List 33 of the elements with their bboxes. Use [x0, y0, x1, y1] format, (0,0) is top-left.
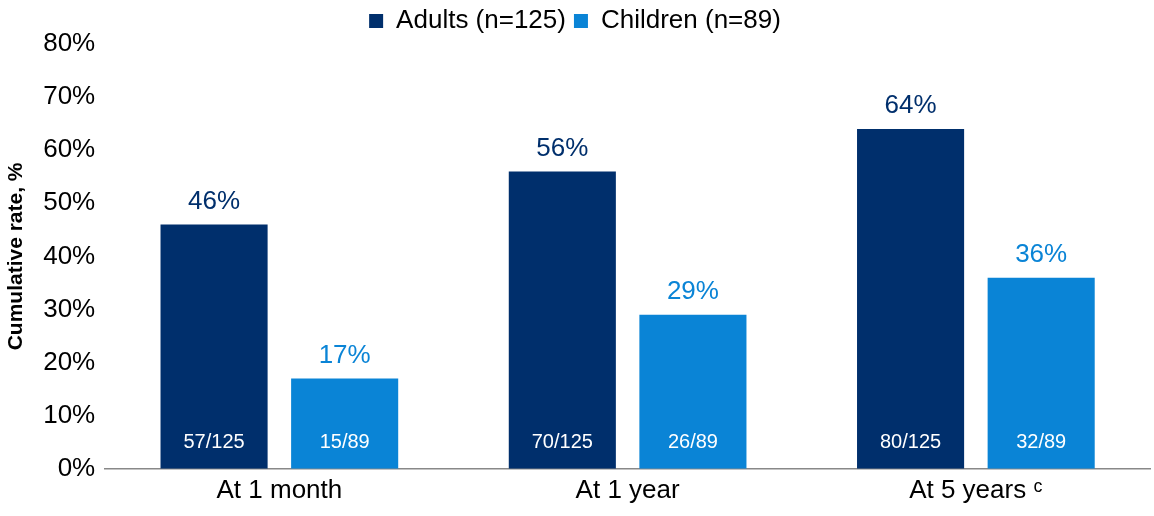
- y-tick-label: 70%: [43, 80, 96, 111]
- data-label: 64%: [884, 89, 937, 120]
- annotation: 32/89: [1016, 430, 1067, 453]
- bar: [160, 224, 268, 469]
- y-tick-label: 60%: [43, 133, 96, 164]
- data-label: 29%: [666, 274, 719, 305]
- annotation: 26/89: [667, 430, 718, 453]
- legend-label: Adults (n=125): [396, 4, 566, 35]
- bar: [508, 171, 616, 469]
- x-tick-label: At 1 year: [575, 473, 680, 504]
- y-tick-label: 40%: [43, 239, 96, 270]
- x-tick-label: At 5 years ᶜ: [909, 473, 1043, 504]
- annotation: 80/125: [879, 430, 942, 453]
- bar: [857, 128, 965, 469]
- annotation: 70/125: [531, 430, 593, 453]
- data-label: 36%: [1015, 237, 1068, 268]
- x-tick-label: At 1 month: [216, 473, 343, 504]
- y-tick-label: 10%: [43, 398, 96, 429]
- legend-label: Children (n=89): [600, 4, 781, 35]
- y-tick-label: 30%: [43, 292, 96, 323]
- y-axis-title: Cumulative rate, %: [3, 162, 27, 351]
- y-tick-label: 20%: [43, 345, 96, 376]
- bar: [291, 378, 399, 469]
- y-tick-label: 50%: [43, 186, 96, 217]
- bar: [639, 314, 747, 469]
- data-label: 46%: [188, 184, 241, 215]
- y-tick-label: 0%: [57, 451, 96, 482]
- data-label: 17%: [318, 338, 371, 369]
- annotation: 15/89: [319, 430, 370, 453]
- y-tick-label: 80%: [43, 27, 96, 58]
- data-label: 56%: [536, 131, 589, 162]
- bar: [987, 277, 1095, 469]
- annotation: 57/125: [183, 430, 245, 453]
